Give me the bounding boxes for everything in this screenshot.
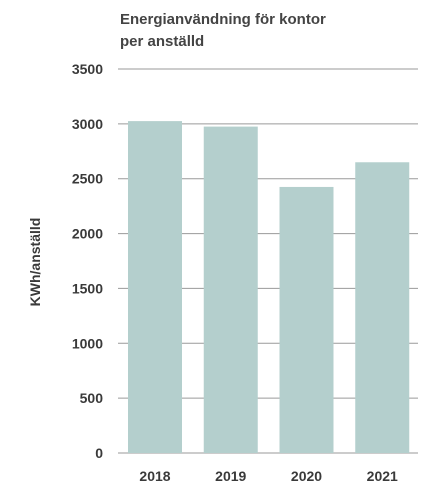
x-tick-label: 2020: [291, 468, 322, 484]
bar-2019: [203, 126, 258, 453]
bars: [128, 121, 410, 453]
y-tick-label: 2000: [72, 226, 103, 242]
bar-2018: [128, 121, 182, 453]
x-tick-label: 2021: [367, 468, 398, 484]
y-tick-label: 1500: [72, 280, 103, 296]
y-tick-label: 3500: [72, 61, 103, 77]
chart-title-line-1: Energianvändning för kontor: [120, 11, 326, 28]
x-tick-label: 2019: [215, 468, 246, 484]
x-tick-labels: 2018 2019 2020 2021: [139, 468, 398, 484]
y-axis-label: KWh/anställd: [27, 218, 43, 307]
y-tick-label: 2500: [72, 171, 103, 187]
y-tick-label: 1000: [72, 335, 103, 351]
y-tick-label: 3000: [72, 116, 103, 132]
y-tick-labels: 0 500 1000 1500 2000 2500 3000 3500: [72, 61, 103, 461]
bar-2020: [279, 186, 334, 453]
bar-2021: [355, 162, 410, 453]
x-tick-label: 2018: [139, 468, 170, 484]
y-tick-label: 500: [80, 390, 104, 406]
chart-title-line-2: per anställd: [120, 33, 204, 50]
y-tick-label: 0: [95, 445, 103, 461]
